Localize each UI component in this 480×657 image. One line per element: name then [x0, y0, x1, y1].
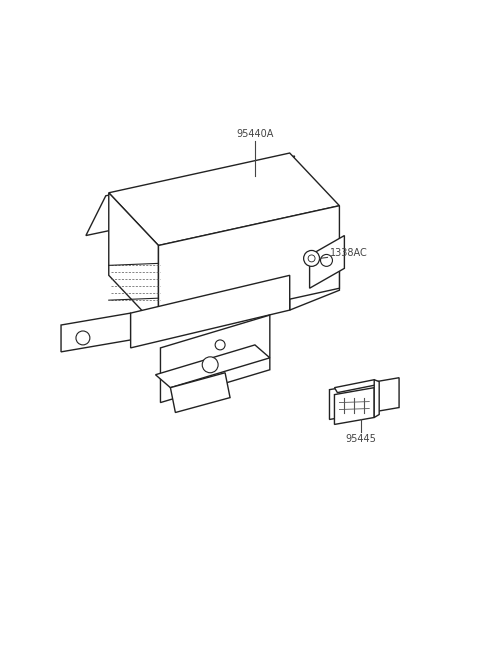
Circle shape	[304, 250, 320, 266]
Polygon shape	[310, 236, 344, 288]
Polygon shape	[86, 156, 295, 236]
Circle shape	[215, 340, 225, 350]
Polygon shape	[335, 388, 374, 424]
Circle shape	[308, 255, 315, 262]
Polygon shape	[109, 193, 158, 328]
Polygon shape	[160, 315, 270, 403]
Polygon shape	[170, 373, 230, 413]
Text: 95445: 95445	[346, 434, 377, 444]
Polygon shape	[131, 275, 290, 348]
Polygon shape	[290, 240, 339, 310]
Text: 95440A: 95440A	[236, 129, 274, 139]
Polygon shape	[61, 313, 131, 352]
Polygon shape	[329, 378, 399, 419]
Polygon shape	[374, 380, 379, 417]
Circle shape	[202, 357, 218, 373]
Circle shape	[76, 331, 90, 345]
Polygon shape	[158, 206, 339, 328]
Polygon shape	[335, 380, 377, 393]
Polygon shape	[156, 345, 270, 388]
Text: 1338AC: 1338AC	[329, 248, 367, 258]
Circle shape	[321, 254, 333, 266]
Polygon shape	[109, 153, 339, 246]
